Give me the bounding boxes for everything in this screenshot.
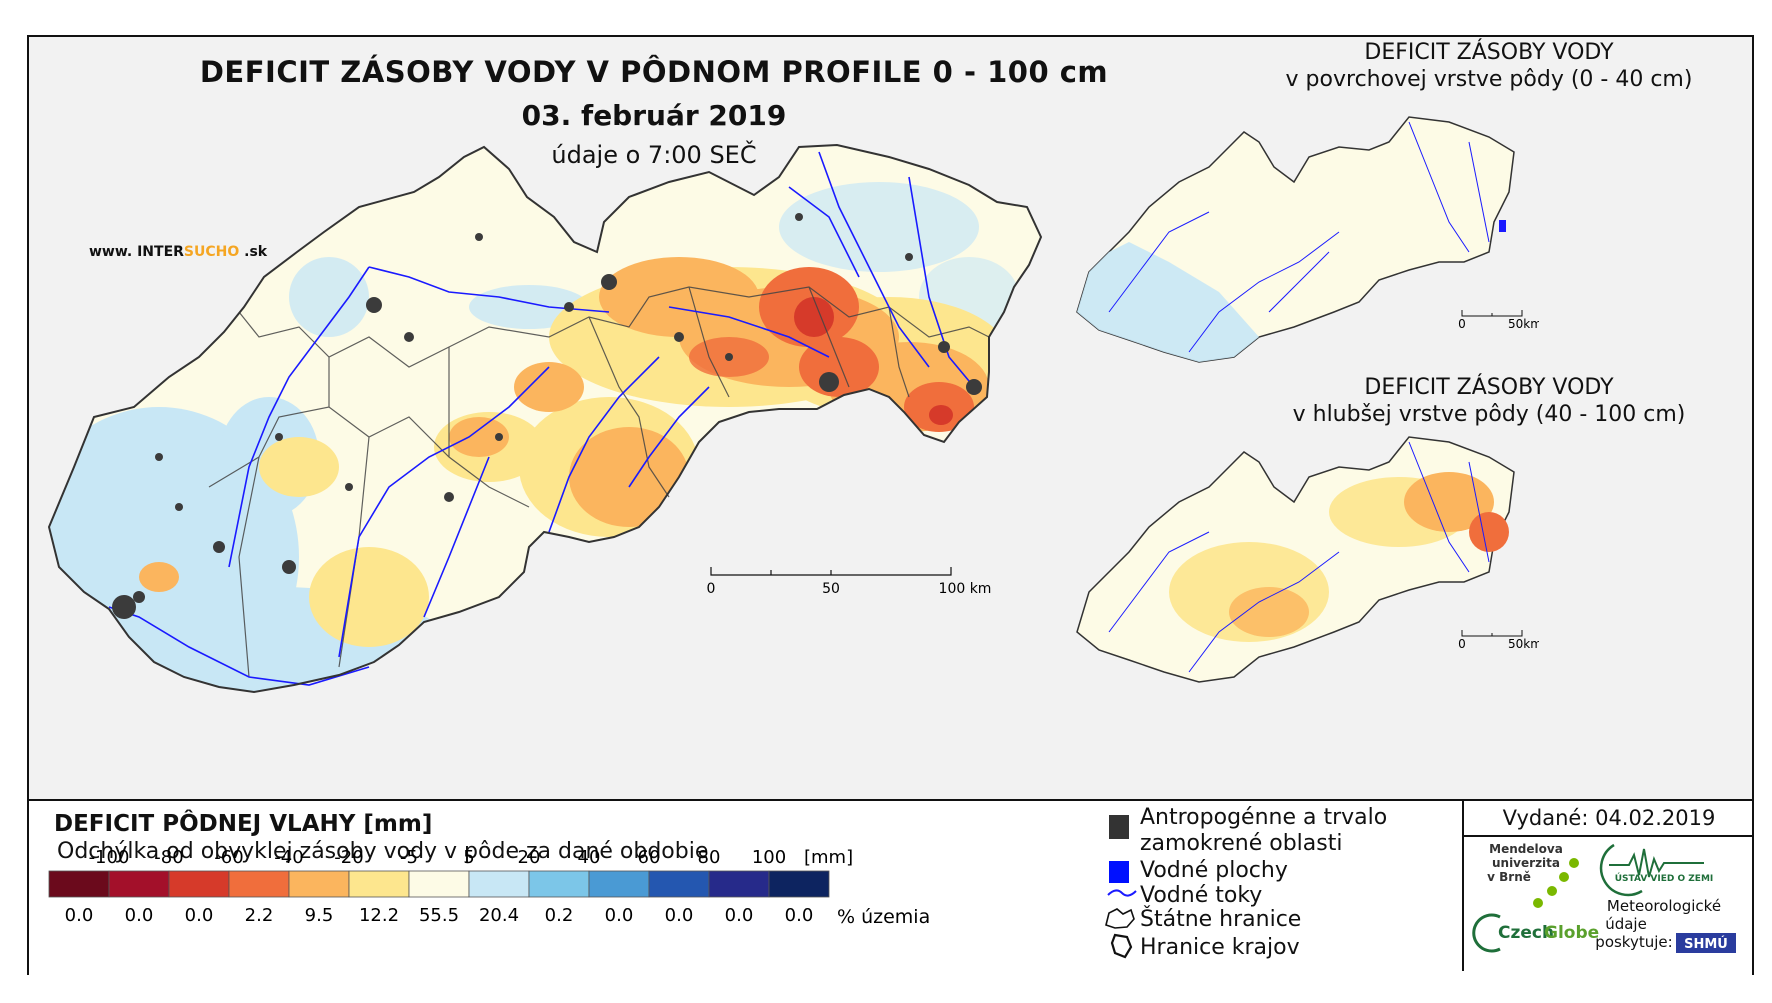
meteo-provider: Meteorologické údaje poskytuje: SHMÚ: [1595, 897, 1736, 953]
legend-swatch-3: [228, 870, 290, 898]
legend-percent-10: 0.0: [665, 905, 694, 926]
legend-swatch-2: [168, 870, 230, 898]
map-area: DEFICIT ZÁSOBY VODY V PÔDNOM PROFILE 0 -…: [29, 37, 1752, 799]
scale-label-50: 50: [822, 581, 840, 597]
main-scale-bar: [710, 567, 952, 576]
legend-swatch-8: [528, 870, 590, 898]
svg-text:ÚSTAV VIED O ZEMI: ÚSTAV VIED O ZEMI: [1615, 872, 1714, 884]
legend-percent-2: 0.0: [185, 905, 214, 926]
water-bodies-label: Vodné plochy: [1140, 858, 1288, 883]
svg-text:Mendelova: Mendelova: [1489, 842, 1563, 856]
legend-threshold-4: -20: [334, 847, 363, 868]
legend-area: DEFICIT PÔDNEJ VLAHY [mm] Odchýlka od ob…: [29, 799, 1754, 975]
legend-threshold-10: 80: [698, 847, 721, 868]
map-title: DEFICIT ZÁSOBY VODY V PÔDNOM PROFILE 0 -…: [199, 55, 1109, 89]
legend-subtitle: Odchýlka od obvyklej zásoby vody v pôde …: [57, 839, 709, 864]
legend-swatch-1: [108, 870, 170, 898]
legend-threshold-8: 40: [578, 847, 601, 868]
inset-top-map: 0 50km: [1076, 116, 1539, 363]
anthropogenic-label: Antropogénne a trvalo zamokrené oblasti: [1140, 805, 1388, 856]
legend-percent-6: 55.5: [419, 905, 459, 926]
scale-label-100: 100 km: [939, 581, 992, 597]
svg-text:SHMÚ: SHMÚ: [1684, 936, 1728, 952]
legend-percent-label: % územia: [837, 906, 930, 928]
logos: Mendelova univerzita v Brně Czech Globe: [1472, 842, 1736, 953]
region-border-icon: [1110, 933, 1133, 959]
legend-title: DEFICIT PÔDNEJ VLAHY [mm]: [54, 811, 433, 837]
legend-swatch-12: [768, 870, 830, 898]
legend-swatch-5: [348, 870, 410, 898]
legend-unit: [mm]: [804, 847, 853, 868]
svg-text:Globe: Globe: [1544, 923, 1599, 943]
map-date: 03. február 2019: [521, 99, 787, 132]
mendel-logo: Mendelova univerzita v Brně: [1487, 842, 1579, 908]
svg-text:50km: 50km: [1508, 317, 1539, 331]
legend-percent-1: 0.0: [125, 905, 154, 926]
scale-label-0: 0: [707, 581, 716, 597]
legend-percent-3: 2.2: [245, 905, 274, 926]
legend-threshold-6: 5: [463, 847, 474, 868]
river-icon: [1107, 889, 1137, 897]
legend-threshold-0: -100: [89, 847, 130, 868]
legend-threshold-9: 60: [638, 847, 661, 868]
inset-bottom-map: 0 50km: [1076, 436, 1539, 683]
regions-label: Hranice krajov: [1140, 935, 1300, 960]
legend-swatch-4: [288, 870, 350, 898]
svg-text:0: 0: [1458, 637, 1466, 651]
legend-swatch-10: [648, 870, 710, 898]
inset-top-title: DEFICIT ZÁSOBY VODY v povrchovej vrstve …: [1285, 40, 1693, 92]
rivers-label: Vodné toky: [1140, 883, 1263, 908]
svg-text:Czech: Czech: [1498, 923, 1554, 943]
legend-swatch-7: [468, 870, 530, 898]
inset-bottom-title: DEFICIT ZÁSOBY VODY v hlubšej vrstve pôd…: [1292, 375, 1686, 427]
legend-threshold-7: 20: [518, 847, 541, 868]
inset-bottom-scale-bar: [1461, 630, 1523, 637]
water-body-icon: [1109, 861, 1129, 883]
legend-percent-8: 0.2: [545, 905, 574, 926]
czechglobe-logo: Czech Globe: [1472, 913, 1599, 953]
legend-percent-9: 0.0: [605, 905, 634, 926]
legend-percent-12: 0.0: [785, 905, 814, 926]
legend-percent-11: 0.0: [725, 905, 754, 926]
legend-swatch-6: [408, 870, 470, 898]
svg-text:0: 0: [1458, 317, 1466, 331]
legend-threshold-2: -60: [214, 847, 243, 868]
color-scale: 0.0 0.0 0.0 2.2 9.5 12.2 55.5 20.4 0.2 0.0 0.0 0.0 0…: [48, 847, 930, 928]
legend-percent-0: 0.0: [65, 905, 94, 926]
legend-percent-5: 12.2: [359, 905, 399, 926]
legend-percent-7: 20.4: [479, 905, 519, 926]
legend-threshold-11: 100: [752, 847, 786, 868]
main-map: 0 50 100 km: [47, 143, 1043, 694]
issuer-box: Vydané: 04.02.2019 Mendelova univerzita …: [1462, 801, 1754, 971]
state-border-icon: [1105, 908, 1135, 929]
inset-top-scale-bar: [1461, 310, 1523, 317]
svg-text:50km: 50km: [1508, 637, 1539, 651]
legend-threshold-1: -80: [154, 847, 183, 868]
svg-text:poskytuje:: poskytuje:: [1595, 933, 1672, 951]
state-border-label: Štátne hranice: [1140, 907, 1302, 932]
issued-date: Vydané: 04.02.2019: [1464, 801, 1754, 837]
legend-swatch-11: [708, 870, 770, 898]
legend-percent-4: 9.5: [305, 905, 334, 926]
svg-text:v Brně: v Brně: [1487, 870, 1531, 884]
map-frame: DEFICIT ZÁSOBY VODY V PÔDNOM PROFILE 0 -…: [27, 35, 1754, 975]
svg-text:Meteorologické: Meteorologické: [1607, 897, 1721, 915]
anthropogenic-icon: [1109, 815, 1129, 839]
legend-swatch-0: [48, 870, 110, 898]
legend-threshold-3: -40: [274, 847, 303, 868]
time-note: údaje o 7:00 SEČ: [551, 141, 757, 169]
ustav-logo: ÚSTAV VIED O ZEMI: [1599, 843, 1714, 897]
website-label[interactable]: www. INTERSUCHO .sk: [89, 244, 268, 260]
legend-swatch-9: [588, 870, 650, 898]
legend-threshold-5: -5: [400, 847, 418, 868]
svg-text:univerzita: univerzita: [1492, 856, 1560, 870]
svg-text:údaje: údaje: [1605, 915, 1647, 933]
